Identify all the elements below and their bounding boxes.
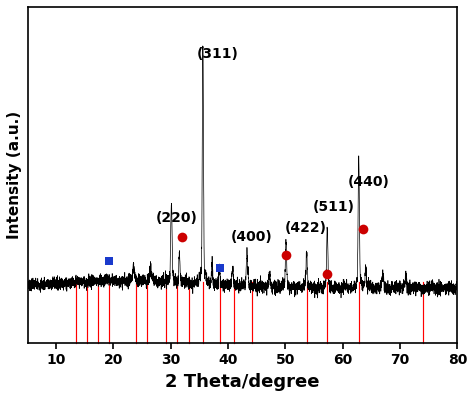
X-axis label: 2 Theta/degree: 2 Theta/degree: [165, 373, 319, 391]
Text: (220): (220): [155, 211, 197, 224]
Y-axis label: Intensity (a.u.): Intensity (a.u.): [7, 111, 22, 239]
Text: (511): (511): [312, 200, 355, 214]
Text: (440): (440): [347, 174, 389, 189]
Text: (422): (422): [284, 221, 326, 235]
Text: (400): (400): [231, 230, 273, 244]
Text: (311): (311): [197, 47, 238, 61]
